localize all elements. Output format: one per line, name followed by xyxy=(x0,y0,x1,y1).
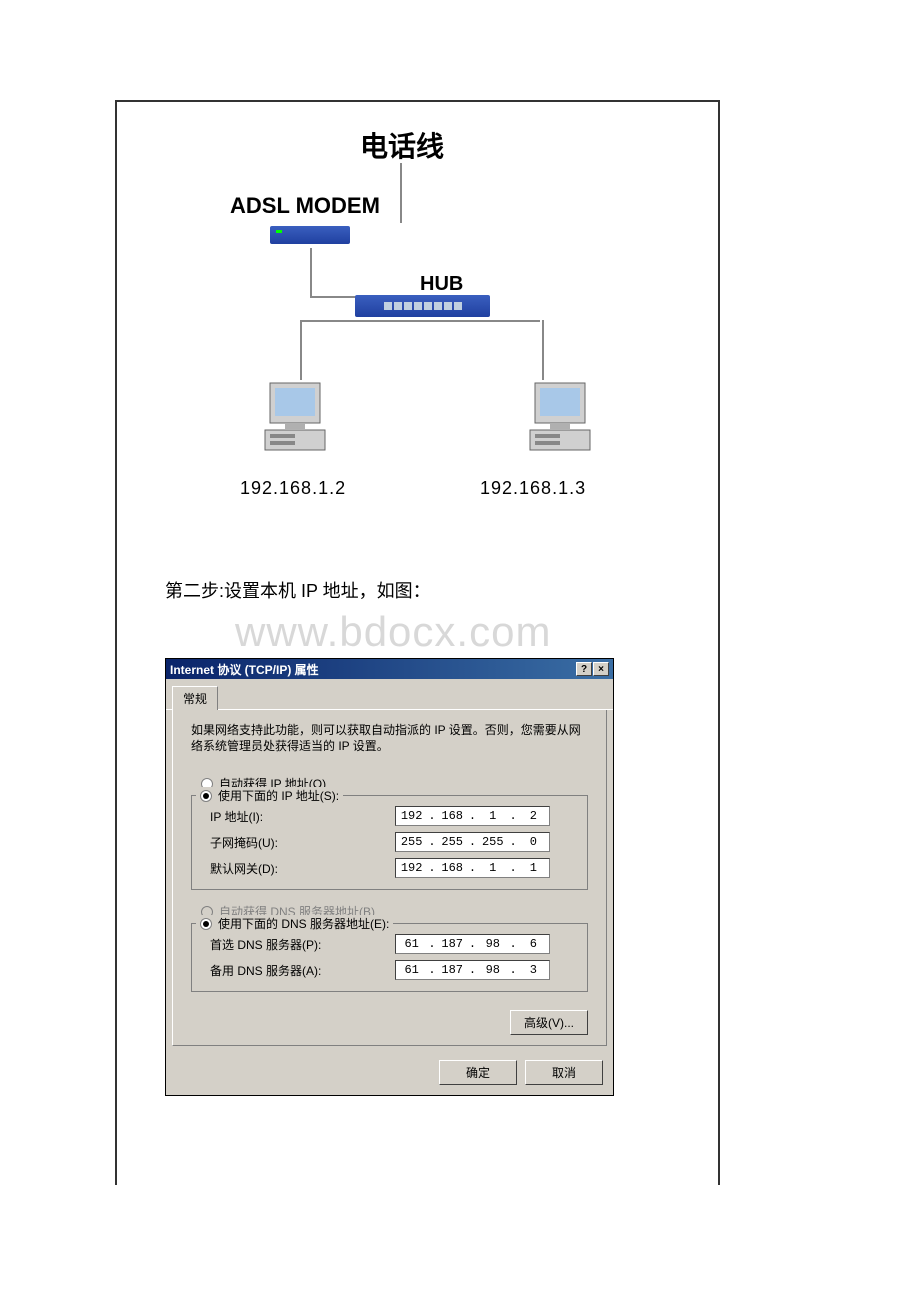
radio-label: 使用下面的 DNS 服务器地址(E): xyxy=(218,915,389,932)
conn-line xyxy=(310,248,312,298)
modem-label: ADSL MODEM xyxy=(230,193,380,219)
step-caption: 第二步:设置本机 IP 地址，如图： xyxy=(165,577,431,603)
radio-manual-ip[interactable]: 使用下面的 IP 地址(S): xyxy=(196,787,343,804)
ip-address-row: IP 地址(I): 192. 168. 1. 2 xyxy=(192,803,577,829)
advanced-button[interactable]: 高级(V)... xyxy=(510,1010,588,1035)
subnet-input[interactable]: 255. 255. 255. 0 xyxy=(395,832,550,852)
titlebar[interactable]: Internet 协议 (TCP/IP) 属性 ? × xyxy=(166,659,613,679)
primary-dns-input[interactable]: 61. 187. 98. 6 xyxy=(395,934,550,954)
tcpip-properties-dialog: Internet 协议 (TCP/IP) 属性 ? × 常规 如果网络支持此功能… xyxy=(165,658,614,1096)
computer-icon xyxy=(525,378,595,458)
dns-groupbox: 使用下面的 DNS 服务器地址(E): 首选 DNS 服务器(P): 61. 1… xyxy=(191,923,588,992)
conn-line xyxy=(340,320,540,322)
gateway-input[interactable]: 192. 168. 1. 1 xyxy=(395,858,550,878)
conn-line xyxy=(542,320,544,380)
ip-groupbox: 使用下面的 IP 地址(S): IP 地址(I): 192. 168. 1. 2… xyxy=(191,795,588,890)
ok-button[interactable]: 确定 xyxy=(439,1060,517,1085)
computer-icon xyxy=(260,378,330,458)
watermark: www.bdocx.com xyxy=(235,608,551,656)
modem-icon xyxy=(270,226,350,244)
pc2-ip-label: 192.168.1.3 xyxy=(480,478,586,499)
conn-line xyxy=(300,320,342,322)
close-button[interactable]: × xyxy=(593,662,609,676)
alt-dns-row: 备用 DNS 服务器(A): 61. 187. 98. 3 xyxy=(192,957,577,983)
hub-icon xyxy=(355,295,490,317)
alt-dns-input[interactable]: 61. 187. 98. 3 xyxy=(395,960,550,980)
field-label: 子网掩码(U): xyxy=(210,834,395,851)
hub-label: HUB xyxy=(420,273,463,296)
conn-line xyxy=(300,320,302,380)
field-label: 备用 DNS 服务器(A): xyxy=(210,962,395,979)
gateway-row: 默认网关(D): 192. 168. 1. 1 xyxy=(192,855,577,881)
primary-dns-row: 首选 DNS 服务器(P): 61. 187. 98. 6 xyxy=(192,931,577,957)
help-button[interactable]: ? xyxy=(576,662,592,676)
radio-manual-dns[interactable]: 使用下面的 DNS 服务器地址(E): xyxy=(196,915,393,932)
conn-line xyxy=(400,163,402,223)
ip-address-input[interactable]: 192. 168. 1. 2 xyxy=(395,806,550,826)
phone-line-label: 电话线 xyxy=(360,125,444,165)
tab-general[interactable]: 常规 xyxy=(172,686,218,710)
pc1-ip-label: 192.168.1.2 xyxy=(240,478,346,499)
radio-label: 使用下面的 IP 地址(S): xyxy=(218,787,339,804)
field-label: 默认网关(D): xyxy=(210,860,395,877)
dialog-body: 如果网络支持此功能，则可以获取自动指派的 IP 设置。否则，您需要从网络系统管理… xyxy=(172,710,607,1046)
subnet-row: 子网掩码(U): 255. 255. 255. 0 xyxy=(192,829,577,855)
field-label: 首选 DNS 服务器(P): xyxy=(210,936,395,953)
network-diagram: 电话线 ADSL MODEM HUB 192.168.1.2 192.168.1 xyxy=(130,108,705,528)
radio-icon xyxy=(200,790,212,802)
cancel-button[interactable]: 取消 xyxy=(525,1060,603,1085)
tab-strip: 常规 xyxy=(166,679,613,710)
titlebar-text: Internet 协议 (TCP/IP) 属性 xyxy=(170,661,576,678)
radio-icon xyxy=(200,918,212,930)
dialog-footer: 确定 取消 xyxy=(166,1052,613,1095)
field-label: IP 地址(I): xyxy=(210,808,395,825)
info-text: 如果网络支持此功能，则可以获取自动指派的 IP 设置。否则，您需要从网络系统管理… xyxy=(191,722,588,754)
